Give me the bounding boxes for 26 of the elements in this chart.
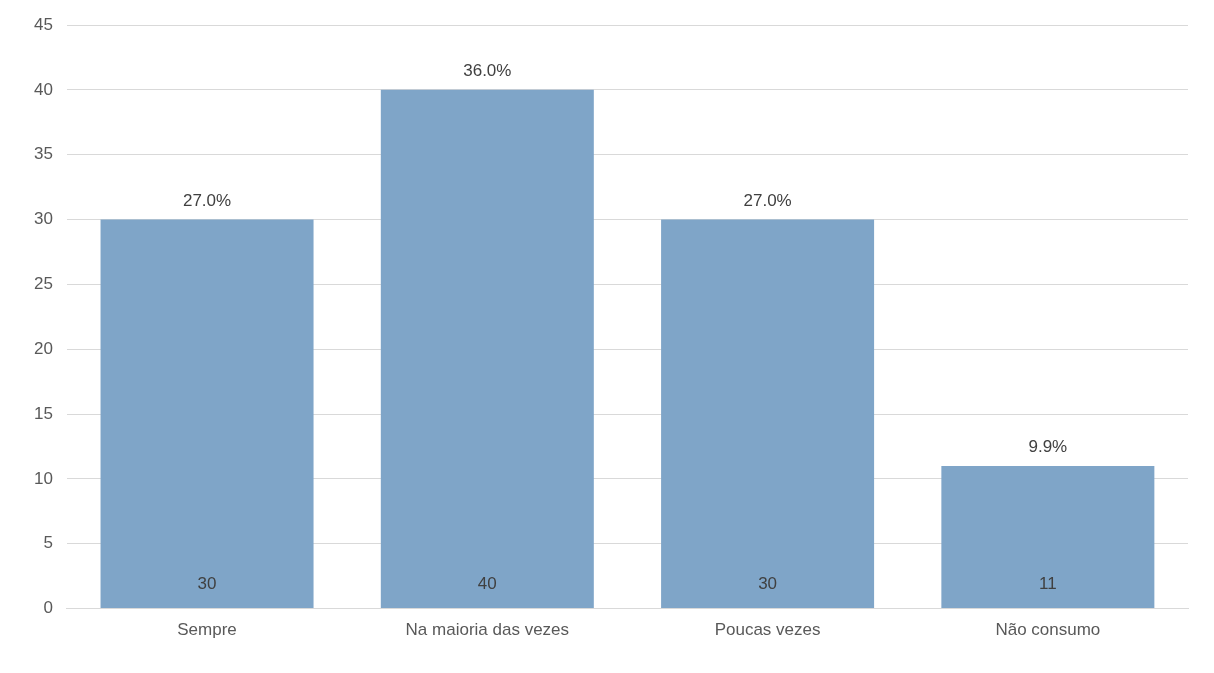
x-tick-label: Na maioria das vezes <box>405 620 570 640</box>
annotation: 27.0% <box>743 190 792 210</box>
y-tick-label: 45 <box>33 14 53 34</box>
y-tick-label: 25 <box>33 274 53 294</box>
y-tick-label: 10 <box>33 468 53 488</box>
data-label: 30 <box>758 573 778 593</box>
bar <box>661 219 875 609</box>
annotation: 27.0% <box>182 190 232 210</box>
x-tick-label: Sempre <box>177 620 237 640</box>
x-tick-label: Poucas vezes <box>714 620 821 640</box>
y-tick-label: 15 <box>33 403 53 423</box>
y-tick-label: 20 <box>33 338 53 358</box>
y-tick-label: 35 <box>33 144 53 164</box>
y-tick-label: 40 <box>33 79 53 99</box>
annotation: 9.9% <box>1028 436 1068 456</box>
bar <box>100 219 314 609</box>
annotation: 36.0% <box>463 60 512 80</box>
bar <box>941 465 1155 609</box>
data-label: 11 <box>1039 573 1057 593</box>
y-tick-label: 30 <box>33 209 53 229</box>
y-tick-label: 5 <box>43 533 53 553</box>
x-tick-label: Não consumo <box>995 620 1101 640</box>
data-label: 40 <box>477 573 497 593</box>
y-tick-label: 0 <box>43 598 53 618</box>
bar <box>380 89 594 609</box>
data-label: 30 <box>197 573 217 593</box>
